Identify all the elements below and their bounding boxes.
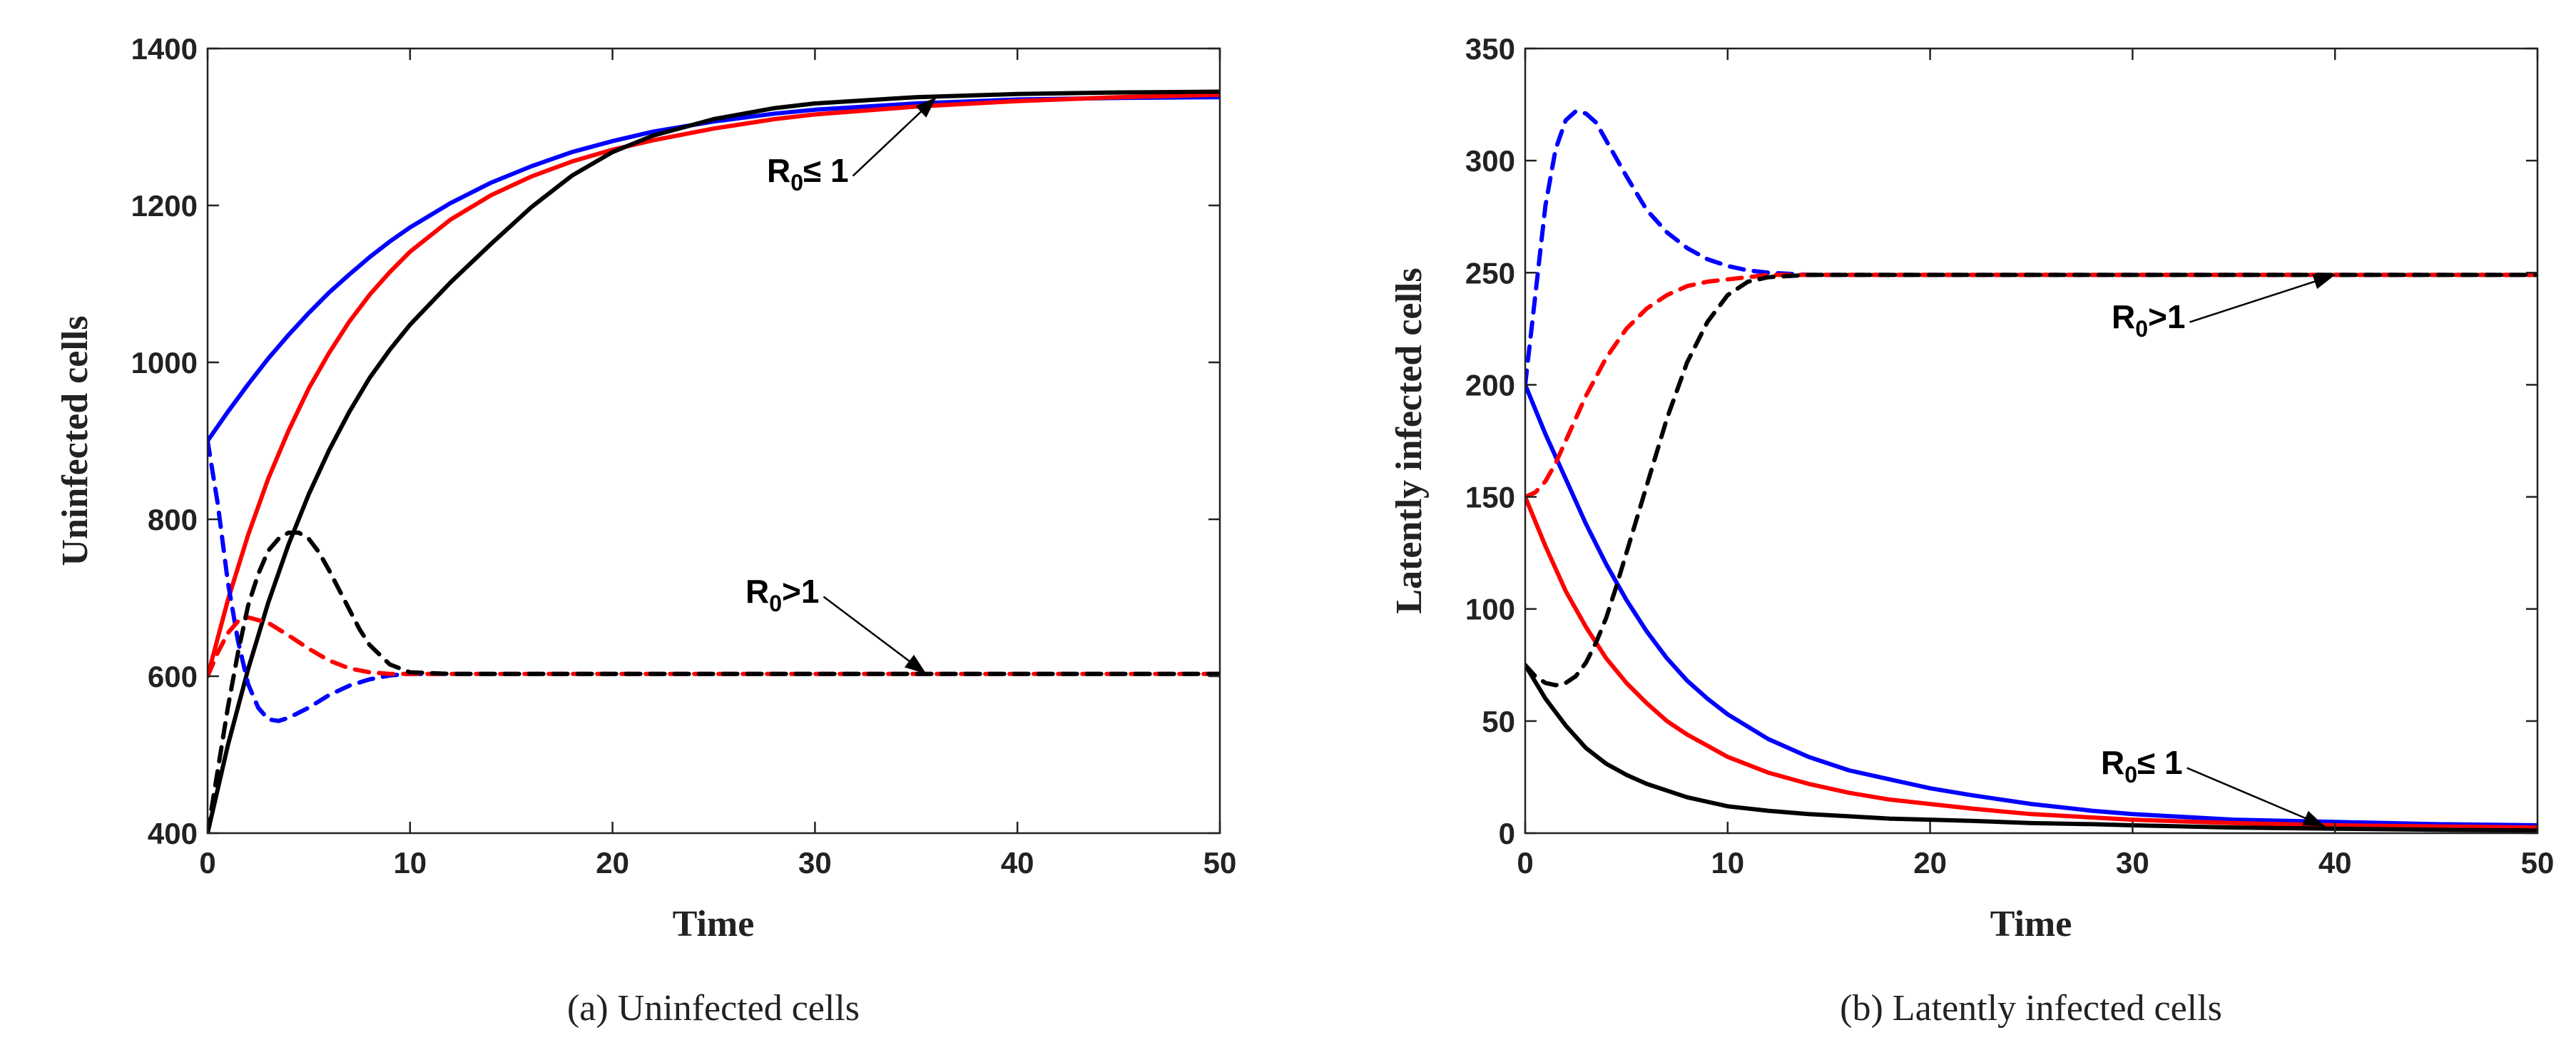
y-tick-label-200: 200 [1465,368,1515,402]
annotation-label: R0>1 [745,573,819,616]
x-tick-label-0: 0 [199,846,215,880]
annotation-arrowhead [915,97,937,118]
y-tick-label-1000: 1000 [131,346,198,379]
x-tick-label-10: 10 [393,846,427,880]
annotation-arrow-line [2189,274,2336,323]
y-tick-label-350: 350 [1465,32,1515,66]
x-tick-label-20: 20 [1913,846,1947,880]
y-tick-label-600: 600 [148,660,198,693]
chart-panel-uninfected: 0 10 20 30 40 50 400 600 800 1000 1200 1400 R0≤ 1 R0… [55,32,1236,1029]
y-axis-label: Uninfected cells [55,316,96,566]
x-tick-label-40: 40 [1001,846,1034,880]
x-tick-label-0: 0 [1517,846,1533,880]
y-axis-label: Latently infected cells [1389,267,1430,613]
series-line-dashed-black [1525,272,2537,688]
annotation-label: R0≤ 1 [2101,744,2183,788]
annotation-label: R0>1 [2112,298,2185,342]
annotation-arrow-line [2186,767,2326,827]
plot-area-frame [206,47,1221,835]
y-tick-label-300: 300 [1465,144,1515,178]
y-tick-label-250: 250 [1465,256,1515,290]
series-line-dashed-blue [208,439,1220,723]
y-tick-label-150: 150 [1465,481,1515,514]
y-tick-label-800: 800 [148,503,198,536]
x-tick-label-10: 10 [1711,846,1744,880]
x-tick-label-30: 30 [2116,846,2149,880]
annotation-label: R0≤ 1 [767,152,849,195]
y-tick-label-400: 400 [148,817,198,850]
x-tick-label-50: 50 [1203,846,1237,880]
figure-caption: (b) Latently infected cells [1840,988,2222,1029]
annotation-r0-1: R0>1 [2112,274,2336,342]
x-axis-label: Time [673,904,755,944]
x-tick-label-20: 20 [596,846,629,880]
x-tick-label-50: 50 [2521,846,2555,880]
series-line-solid-red [1525,494,2537,830]
y-tick-label-1200: 1200 [131,189,198,223]
annotation-r0-1: R0>1 [745,573,927,675]
annotation-r0-1: R0≤ 1 [767,96,937,195]
y-tick-label-1400: 1400 [131,32,198,66]
series-line-solid-blue [1525,382,2537,827]
x-axis-label: Time [1990,904,2072,944]
y-tick-label-0: 0 [1499,817,1515,850]
plot-area-frame [1524,47,2539,835]
series-line-solid-red [208,92,1220,678]
series-line-dashed-black [208,530,1220,833]
series-line-solid-blue [208,95,1220,443]
annotation-arrowhead [2302,810,2326,827]
figure-caption: (a) Uninfected cells [567,988,860,1029]
y-tick-label-50: 50 [1482,705,1515,738]
series-line-dashed-blue [1525,109,2537,387]
series-line-solid-black [1525,663,2537,833]
annotation-arrow-line [823,596,927,675]
x-tick-label-40: 40 [2318,846,2352,880]
annotation-arrowhead [904,654,927,674]
chart-panel-latently-infected: 0 10 20 30 40 50 0 50 100 150 200 250 300 350 R0>1 R0≤… [1389,32,2554,1029]
annotation-r0-1: R0≤ 1 [2101,744,2326,827]
annotation-arrowhead [2312,274,2336,290]
x-tick-label-30: 30 [798,846,832,880]
series-line-solid-black [208,89,1220,833]
y-tick-label-100: 100 [1465,593,1515,626]
